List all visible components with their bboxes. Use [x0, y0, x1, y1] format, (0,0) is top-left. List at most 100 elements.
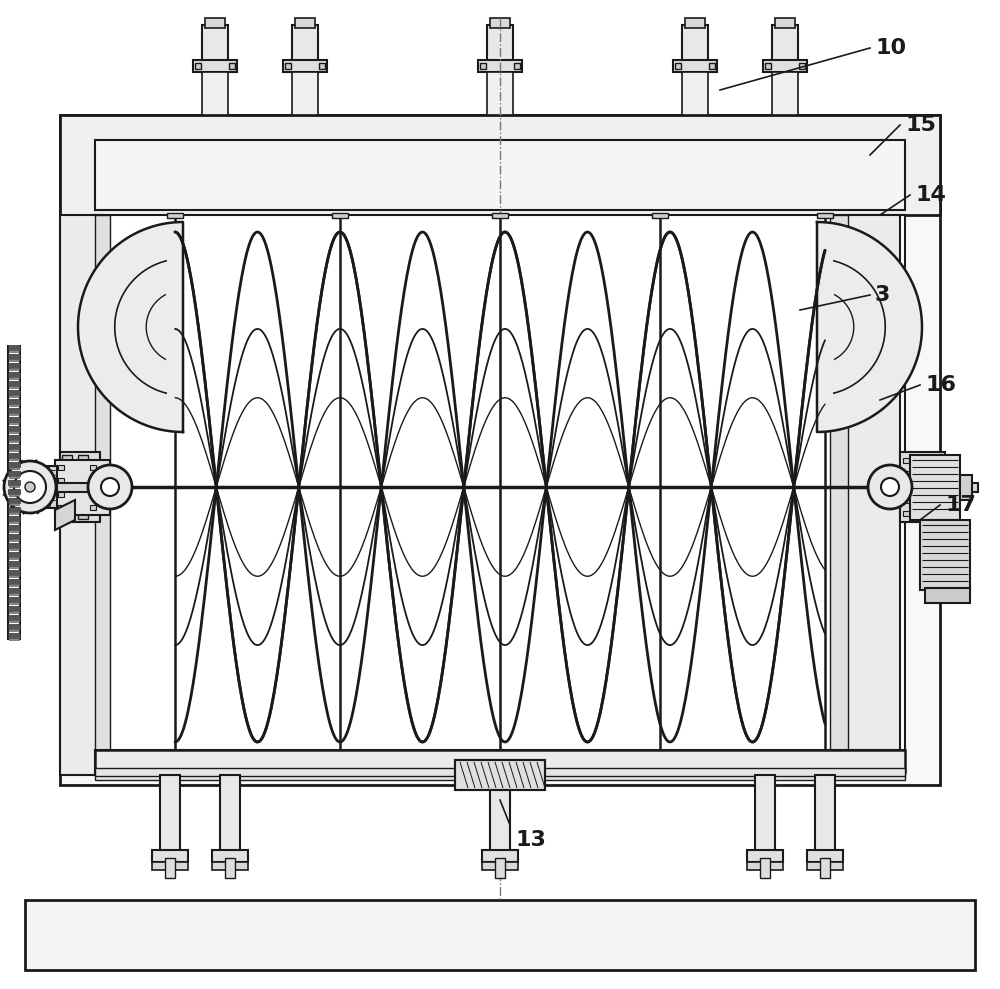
Bar	[8, 435, 20, 440]
Bar	[480, 63, 486, 69]
Text: 14: 14	[915, 185, 946, 205]
Bar	[332, 213, 348, 218]
Bar	[9, 512, 19, 514]
Bar	[212, 862, 248, 870]
Bar	[9, 539, 19, 541]
Bar	[8, 633, 20, 638]
Bar	[8, 390, 20, 395]
Bar	[920, 520, 970, 590]
Bar	[152, 850, 188, 862]
Bar	[930, 511, 936, 516]
Bar	[482, 850, 518, 862]
Bar	[95, 750, 905, 775]
Bar	[60, 115, 940, 215]
Bar	[9, 368, 19, 370]
Circle shape	[4, 461, 56, 513]
Bar	[9, 521, 19, 523]
Bar	[455, 760, 545, 790]
Bar	[9, 638, 19, 640]
Bar	[903, 458, 909, 463]
Bar	[492, 757, 508, 762]
Bar	[9, 566, 19, 568]
Bar	[9, 602, 19, 604]
Bar	[8, 561, 20, 566]
Bar	[8, 381, 20, 386]
Bar	[285, 63, 291, 69]
Bar	[9, 458, 19, 460]
Bar	[152, 862, 188, 870]
Bar	[845, 215, 900, 775]
Bar	[60, 452, 100, 522]
Bar	[830, 215, 848, 775]
Bar	[490, 18, 510, 28]
Bar	[478, 60, 522, 72]
Bar	[8, 552, 20, 557]
Bar	[8, 372, 20, 377]
Circle shape	[881, 478, 899, 496]
Bar	[8, 570, 20, 575]
Bar	[514, 63, 520, 69]
Bar	[229, 63, 235, 69]
Bar	[8, 507, 20, 512]
Bar	[9, 404, 19, 406]
Bar	[9, 611, 19, 613]
Bar	[165, 858, 175, 878]
Bar	[8, 588, 20, 593]
Bar	[807, 862, 843, 870]
Bar	[90, 505, 96, 510]
Bar	[930, 498, 936, 503]
Bar	[167, 757, 183, 762]
Bar	[9, 431, 19, 433]
Bar	[9, 530, 19, 532]
Bar	[9, 548, 19, 550]
Bar	[25, 900, 975, 970]
Bar	[8, 615, 20, 620]
Bar	[167, 213, 183, 218]
Bar	[8, 345, 20, 350]
Bar	[8, 498, 20, 503]
Bar	[9, 620, 19, 622]
Bar	[9, 467, 19, 469]
Bar	[35, 466, 57, 508]
Bar	[652, 757, 668, 762]
Bar	[295, 18, 315, 28]
Polygon shape	[78, 222, 183, 432]
Bar	[652, 213, 668, 218]
Bar	[755, 775, 775, 860]
Bar	[58, 492, 64, 497]
Bar	[8, 471, 20, 476]
Bar	[225, 858, 235, 878]
Bar	[495, 858, 505, 878]
Bar	[8, 417, 20, 422]
Bar	[903, 485, 909, 490]
Bar	[319, 63, 325, 69]
Circle shape	[88, 465, 132, 509]
Bar	[820, 858, 830, 878]
Bar	[765, 63, 771, 69]
Bar	[799, 63, 805, 69]
Bar	[930, 471, 936, 476]
Text: 17: 17	[945, 495, 976, 515]
Bar	[8, 453, 20, 458]
Bar	[9, 449, 19, 451]
Bar	[9, 377, 19, 379]
Bar	[8, 462, 20, 467]
Bar	[8, 534, 20, 539]
Bar	[292, 25, 318, 63]
Bar	[9, 440, 19, 442]
Bar	[492, 213, 508, 218]
Bar	[95, 770, 905, 780]
Text: 3: 3	[875, 285, 890, 305]
Bar	[8, 516, 20, 521]
Bar	[90, 465, 96, 470]
Bar	[90, 492, 96, 497]
Bar	[9, 494, 19, 496]
Bar	[487, 72, 513, 115]
Bar	[90, 478, 96, 483]
Bar	[675, 63, 681, 69]
Bar	[8, 543, 20, 548]
Bar	[58, 478, 64, 483]
Bar	[160, 775, 180, 860]
Bar	[775, 18, 795, 28]
Bar	[682, 72, 708, 115]
